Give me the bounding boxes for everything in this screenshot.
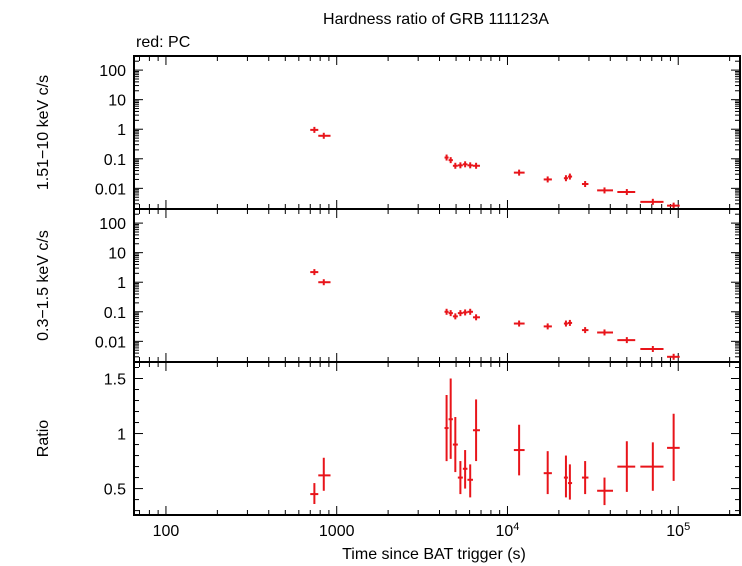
data-point [581, 181, 589, 188]
data-point [310, 483, 319, 504]
data-point [617, 189, 636, 196]
data-point [667, 202, 680, 209]
data-point [563, 455, 568, 498]
data-point [452, 162, 458, 169]
data-point [640, 442, 664, 491]
y-axis-label: 1.51−10 keV c/s [35, 75, 52, 190]
data-point [543, 451, 552, 495]
data-point [563, 320, 568, 327]
data-point [640, 346, 664, 353]
y-tick-label: 0.01 [95, 334, 126, 351]
y-tick-label: 10 [108, 93, 126, 110]
data-point [318, 279, 331, 286]
x-tick-label: 104 [496, 521, 520, 540]
y-tick-label: 1 [117, 122, 126, 139]
data-point [467, 162, 473, 169]
x-axis-label: Time since BAT trigger (s) [342, 546, 526, 563]
data-point [467, 464, 473, 498]
legend-note: red: PC [136, 34, 190, 51]
data-point [667, 353, 680, 360]
y-tick-label: 10 [108, 246, 126, 263]
data-point [567, 319, 573, 326]
data-point [667, 413, 680, 481]
y-tick-label: 100 [99, 216, 126, 233]
data-point [513, 169, 525, 176]
panel-ratio: 1.5 1 0.5 Ratio 100 1000 104 105 Time since BAT … [35, 361, 741, 563]
data-point [462, 450, 468, 489]
data-point [597, 477, 614, 506]
data-point [472, 399, 480, 462]
data-point [581, 461, 589, 495]
data-point [452, 417, 458, 473]
data-point [567, 173, 573, 180]
data-point [444, 308, 449, 315]
data-point [448, 157, 453, 164]
x-tick-label: 105 [666, 521, 690, 540]
data-point [543, 176, 552, 183]
data-point [318, 457, 331, 491]
data-point [448, 378, 453, 459]
data-point [617, 337, 636, 344]
panel-frame [133, 55, 741, 210]
panel-frame [133, 361, 741, 516]
data-point [444, 154, 449, 161]
data-point [310, 269, 319, 276]
data-point [543, 323, 552, 330]
y-tick-label: 100 [99, 63, 126, 80]
panel-soft: 100 10 1 0.1 0.01 0.3−1.5 keV c/s [35, 208, 741, 363]
y-tick-label: 0.1 [104, 305, 126, 322]
data-point [444, 395, 449, 462]
data-point [597, 187, 614, 194]
data-point [640, 198, 664, 205]
panel-hard: 100 10 1 0.1 0.01 1.51−10 keV c/s [35, 55, 741, 210]
data-point [462, 309, 468, 316]
x-tick-label: 100 [153, 523, 180, 540]
data-point [567, 464, 573, 500]
y-tick-label: 0.01 [95, 181, 126, 198]
data-point [310, 126, 319, 133]
y-tick-label: 1 [117, 427, 126, 444]
data-point [448, 310, 453, 317]
data-point [513, 424, 525, 476]
data-point [452, 313, 458, 320]
y-tick-label: 0.5 [104, 482, 126, 499]
data-point [472, 162, 480, 169]
y-axis-label: Ratio [35, 420, 52, 457]
data-point [563, 175, 568, 182]
data-point [467, 308, 473, 315]
data-point [457, 310, 463, 317]
x-tick-label: 1000 [319, 523, 355, 540]
chart-title: Hardness ratio of GRB 111123A [323, 11, 549, 28]
data-point [617, 441, 636, 492]
y-axis-label: 0.3−1.5 keV c/s [35, 230, 52, 341]
y-tick-label: 1 [117, 275, 126, 292]
data-point [581, 327, 589, 334]
data-point [472, 314, 480, 321]
y-tick-label: 1.5 [104, 372, 126, 389]
data-point [597, 329, 614, 336]
data-point [462, 161, 468, 168]
data-point [318, 132, 331, 139]
panel-frame [133, 208, 741, 363]
y-tick-label: 0.1 [104, 152, 126, 169]
data-point [513, 320, 525, 327]
data-point [457, 162, 463, 169]
data-point [457, 461, 463, 495]
